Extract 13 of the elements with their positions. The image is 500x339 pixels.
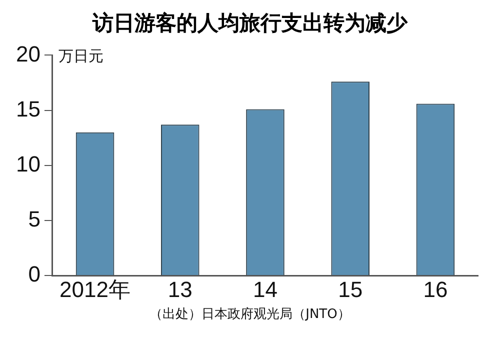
x-tick-label: 15 — [338, 276, 363, 302]
y-tick-label: 5 — [28, 206, 40, 232]
y-tick-label: 15 — [16, 96, 40, 122]
x-tick-label: 2012年 — [60, 276, 130, 302]
x-tick-label: 13 — [168, 276, 192, 302]
x-tick-label: 14 — [252, 276, 278, 302]
x-tick-label: 16 — [423, 276, 448, 302]
y-axis-title: 万日元 — [58, 47, 104, 66]
chart-title: 访日游客的人均旅行支出转为减少 — [91, 10, 409, 37]
y-tick-label: 20 — [16, 41, 40, 66]
text: （出处）日本政府观光局（JNTO） — [148, 306, 352, 324]
y-tick-label: 10 — [16, 151, 40, 176]
y-tick-label: 0 — [28, 262, 40, 287]
